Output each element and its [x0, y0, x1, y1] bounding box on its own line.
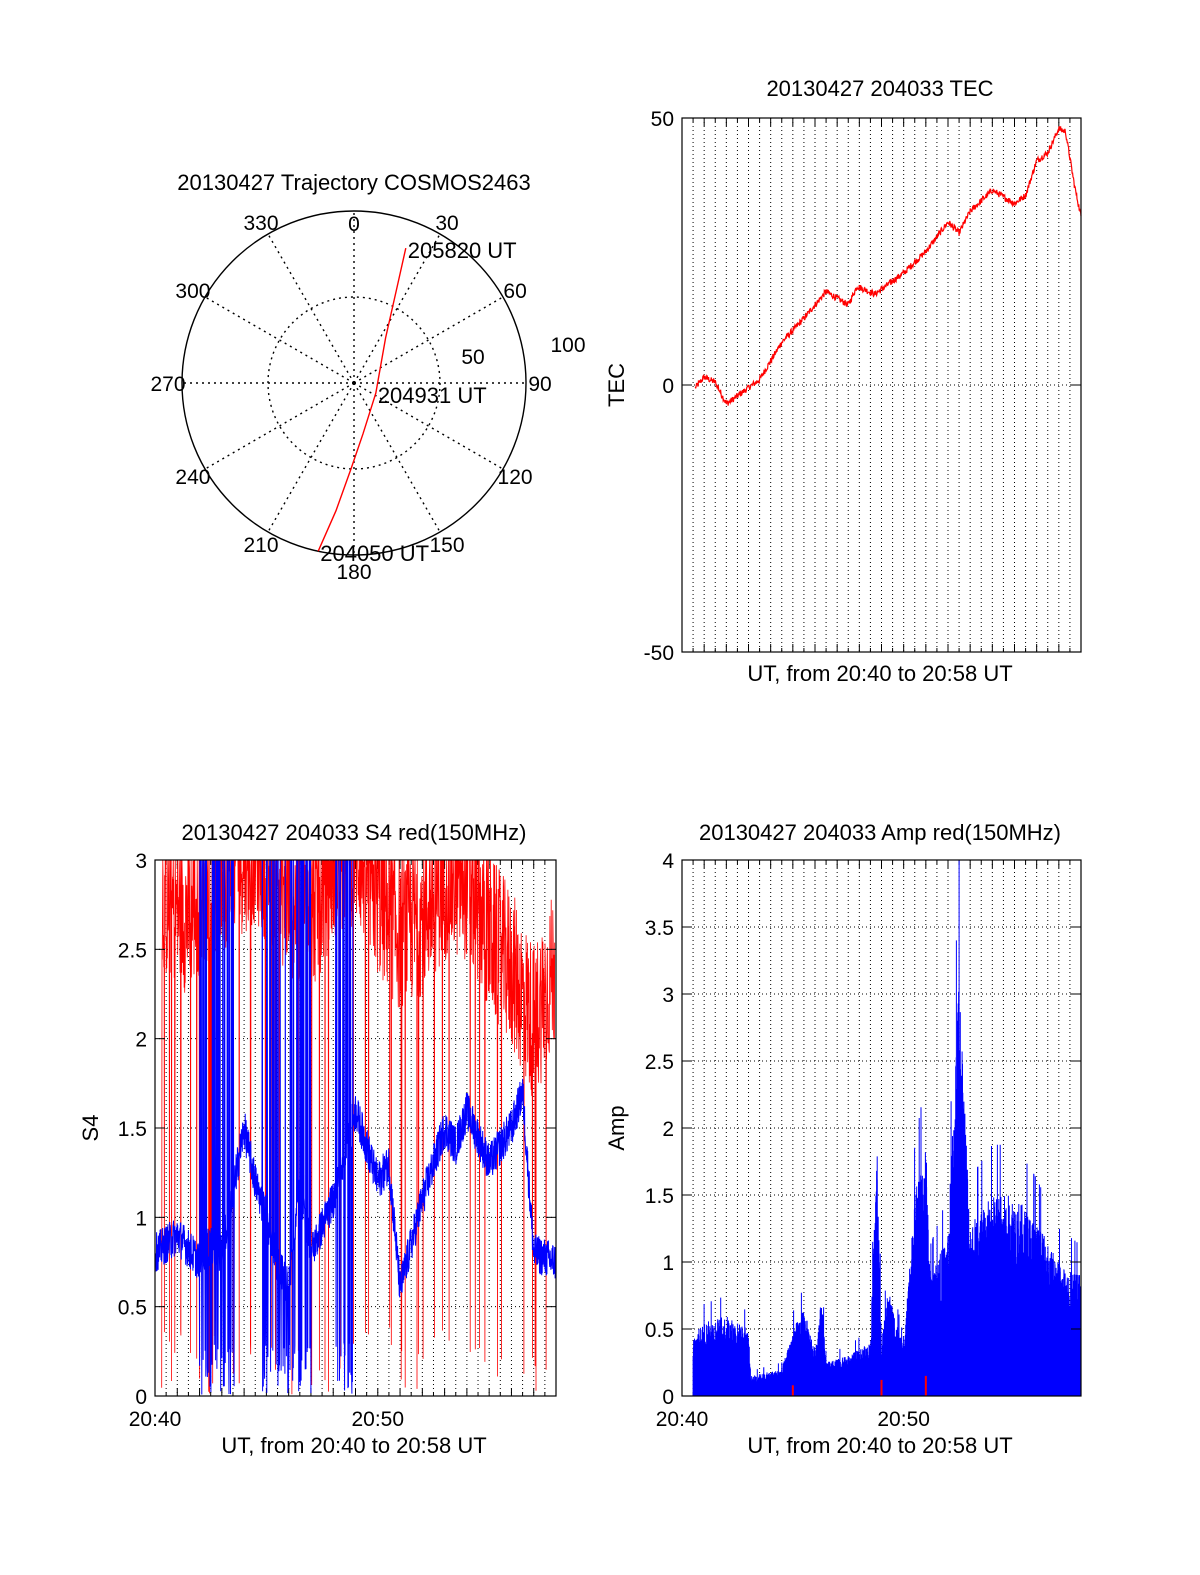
polar-angle-label: 300 [175, 280, 210, 303]
polar-angle-label: 270 [150, 373, 185, 396]
amp-title: 20130427 204033 Amp red(150MHz) [699, 820, 1061, 845]
s4-blue-trace [154, 859, 557, 1395]
tec-chart: 20130427 204033 TEC 50 0 -50 UT, from 20:4… [604, 76, 1082, 686]
x-tick-label: 20:50 [877, 1408, 930, 1431]
tec-ylabel: TEC [604, 363, 629, 407]
polar-spoke [204, 382, 355, 470]
polar-angle-label: 210 [243, 534, 278, 557]
amp-chart: 20130427 204033 Amp red(150MHz) 4 3.5 3 2.5… [604, 820, 1082, 1458]
polar-outer-circle [181, 210, 527, 556]
polar-title: 20130427 Trajectory COSMOS2463 [177, 170, 530, 195]
polar-spoke [267, 382, 355, 533]
s4-xlabel: UT, from 20:40 to 20:58 UT [221, 1433, 486, 1458]
polar-spoke [267, 233, 355, 384]
polar-spoke [353, 382, 504, 470]
polar-chart: 20130427 Trajectory COSMOS2463 0 30 60 90 12… [150, 170, 585, 584]
polar-angle-label: 60 [503, 280, 526, 303]
tec-xlabel: UT, from 20:40 to 20:58 UT [747, 661, 1012, 686]
y-tick-label: -50 [644, 642, 674, 665]
s4-title: 20130427 204033 S4 red(150MHz) [182, 820, 527, 845]
amp-grid [682, 860, 1081, 1396]
polar-angle-label: 150 [429, 534, 464, 557]
amp-series [692, 860, 1082, 1396]
tec-series [694, 126, 1082, 406]
polar-radius-label: 50 [461, 346, 484, 369]
polar-spoke [353, 382, 441, 533]
y-tick-label: 0 [662, 375, 674, 398]
y-tick-label: 2 [135, 1029, 147, 1052]
y-tick-label: 0.5 [645, 1319, 674, 1342]
tec-title: 20130427 204033 TEC [766, 76, 993, 101]
y-tick-label: 0 [662, 1386, 674, 1409]
s4-chart: 20130427 204033 S4 red(150MHz) 3 2.5 2 1.5 1… [78, 820, 557, 1458]
y-tick-label: 2.5 [645, 1051, 674, 1074]
y-tick-label: 2 [662, 1118, 674, 1141]
polar-angle-label: 0 [348, 213, 360, 236]
y-tick-label: 4 [662, 850, 674, 873]
polar-spoke [353, 233, 441, 384]
y-tick-label: 2.5 [118, 939, 147, 962]
polar-grid [181, 210, 527, 556]
y-tick-label: 1 [662, 1252, 674, 1275]
s4-ylabel: S4 [78, 1115, 103, 1142]
amp-x-ticks: 20:40 20:50 [656, 1408, 930, 1431]
s4-x-ticks: 20:40 20:50 [129, 1408, 404, 1431]
polar-angle-label: 180 [336, 561, 371, 584]
y-tick-label: 0.5 [118, 1297, 147, 1320]
polar-angle-label: 90 [528, 373, 551, 396]
polar-radius-labels: 50 100 [461, 334, 585, 369]
polar-spoke [204, 296, 355, 384]
polar-angle-label: 330 [243, 212, 278, 235]
y-tick-label: 0 [135, 1386, 147, 1409]
y-tick-label: 50 [651, 108, 674, 131]
amp-y-ticks: 4 3.5 3 2.5 2 1.5 1 0.5 0 [645, 850, 1081, 1409]
polar-trajectory [317, 247, 407, 552]
x-tick-label: 20:40 [129, 1408, 182, 1431]
trajectory-time-label: 204931 UT [378, 383, 487, 408]
y-tick-label: 3.5 [645, 917, 674, 940]
trajectory-time-label: 204050 UT [320, 541, 429, 566]
tec-line [694, 126, 1082, 406]
y-tick-label: 1.5 [645, 1185, 674, 1208]
trajectory-line [317, 247, 407, 552]
y-tick-label: 3 [662, 984, 674, 1007]
tec-grid [682, 118, 1081, 652]
s4-y-ticks: 3 2.5 2 1.5 1 0.5 0 [118, 850, 556, 1409]
tec-y-ticks: 50 0 -50 [644, 108, 1081, 665]
amp-blue-trace [692, 860, 1082, 1396]
polar-radius-label: 100 [550, 334, 585, 357]
y-tick-label: 1 [135, 1207, 147, 1230]
amp-ylabel: Amp [604, 1105, 629, 1150]
trajectory-time-label: 205820 UT [408, 238, 517, 263]
y-tick-label: 1.5 [118, 1118, 147, 1141]
polar-spoke [353, 296, 504, 384]
amp-xlabel: UT, from 20:40 to 20:58 UT [747, 1433, 1012, 1458]
x-tick-label: 20:50 [351, 1408, 404, 1431]
polar-angle-label: 240 [175, 466, 210, 489]
x-tick-label: 20:40 [656, 1408, 709, 1431]
polar-angle-label: 120 [498, 466, 533, 489]
y-tick-label: 3 [135, 850, 147, 873]
polar-angle-label: 30 [435, 212, 458, 235]
polar-angle-labels: 0 30 60 90 120 150 180 210 240 270 300 330 [150, 212, 551, 584]
polar-annotations: 205820 UT 204931 UT 204050 UT [320, 238, 516, 566]
